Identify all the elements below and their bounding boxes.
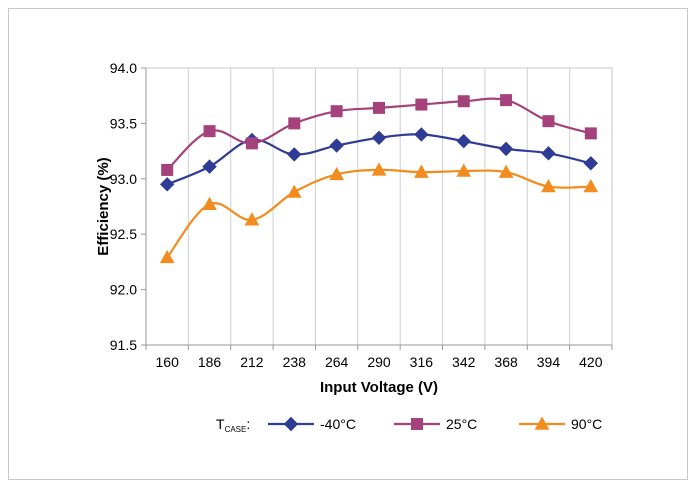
- legend-entry: -40°C: [268, 416, 356, 432]
- series-3: [159, 162, 599, 264]
- x-tick-label: 394: [537, 354, 561, 370]
- y-tick-label: 92.0: [110, 282, 137, 298]
- series-layer: [159, 94, 599, 264]
- legend-title-main: T: [216, 416, 225, 432]
- y-tick-label: 93.5: [110, 115, 137, 131]
- legend-entry: 90°C: [519, 416, 602, 432]
- legend-title-sub: CASE: [225, 425, 247, 434]
- x-tick-label: 212: [240, 354, 264, 370]
- data-point: [245, 137, 258, 150]
- legend-title-suffix: :: [246, 416, 250, 432]
- chart-frame: [8, 8, 688, 480]
- data-point: [541, 179, 556, 193]
- data-point: [457, 95, 470, 108]
- data-point: [456, 133, 471, 149]
- data-point: [583, 156, 599, 171]
- data-point: [371, 130, 387, 146]
- data-point: [287, 147, 302, 162]
- legend-label: -40°C: [320, 416, 356, 432]
- legend-label: 90°C: [571, 416, 602, 432]
- legend-marker: [411, 418, 423, 430]
- data-point: [542, 115, 555, 128]
- data-point: [159, 177, 175, 192]
- series-2: [161, 94, 597, 176]
- x-tick-label: 264: [325, 354, 349, 370]
- x-tick-label: 420: [579, 354, 603, 370]
- y-axis-title: Efficiency (%): [95, 157, 112, 255]
- x-tick-label: 368: [494, 354, 518, 370]
- data-point: [414, 164, 429, 178]
- data-point: [286, 184, 302, 198]
- data-point: [498, 164, 514, 178]
- data-point: [330, 105, 343, 118]
- x-tick-label: 160: [156, 354, 180, 370]
- data-point: [288, 117, 301, 130]
- x-tick-label: 238: [283, 354, 307, 370]
- data-point: [202, 196, 217, 210]
- series-1: [159, 127, 599, 192]
- data-point: [203, 125, 216, 138]
- data-point: [498, 141, 514, 157]
- y-tick-label: 91.5: [110, 337, 137, 353]
- data-point: [541, 146, 556, 161]
- data-point: [584, 127, 597, 140]
- legend-title: TCASE:: [216, 416, 250, 434]
- data-point: [456, 163, 472, 177]
- data-point: [415, 98, 428, 111]
- y-tick-label: 94.0: [110, 60, 137, 76]
- data-point: [161, 163, 174, 176]
- y-tick-label: 92.5: [110, 226, 137, 242]
- data-point: [244, 212, 260, 226]
- legend: TCASE: -40°C 25°C 90°C: [216, 416, 602, 434]
- data-point: [500, 94, 513, 107]
- label-layer: 91.5 92.0 92.5 93.0 93.5 94.0 160 186 212 238 264 2…: [110, 60, 603, 370]
- data-point: [414, 127, 429, 142]
- x-tick-label: 316: [410, 354, 434, 370]
- data-point: [329, 166, 344, 181]
- data-point: [371, 162, 387, 176]
- legend-marker: [534, 416, 550, 430]
- axis-layer: [141, 67, 613, 350]
- x-tick-label: 186: [198, 354, 222, 370]
- legend-entry: 25°C: [394, 416, 477, 432]
- y-tick-label: 93.0: [110, 171, 137, 187]
- x-axis-title: Input Voltage (V): [320, 379, 438, 396]
- x-tick-label: 342: [452, 354, 476, 370]
- data-point: [373, 101, 385, 114]
- data-point: [329, 138, 344, 153]
- x-tick-label: 290: [367, 354, 391, 370]
- data-point: [202, 159, 217, 174]
- data-point: [159, 249, 175, 264]
- legend-marker: [283, 416, 299, 432]
- data-point: [583, 179, 599, 193]
- legend-label: 25°C: [446, 416, 477, 432]
